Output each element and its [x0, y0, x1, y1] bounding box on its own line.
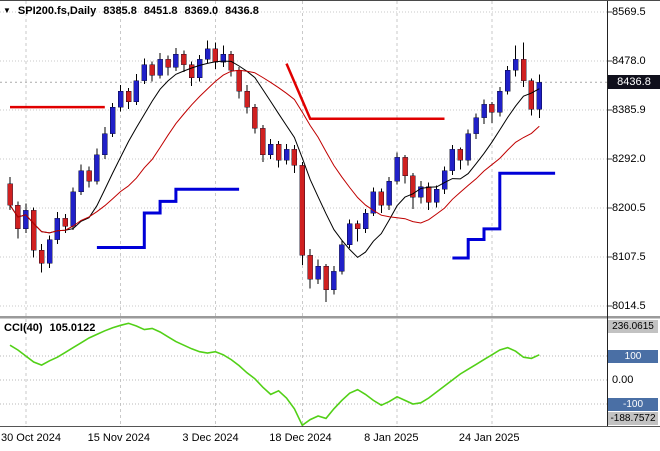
price-tick-label: 8478.0	[612, 55, 646, 67]
price-tick-label: 8014.5	[612, 300, 646, 312]
ohlc-open: 8385.8	[103, 5, 137, 17]
indicator-tick-label: 0.00	[612, 374, 634, 386]
date-tick-label: 18 Dec 2024	[269, 432, 332, 444]
price-axis[interactable]: 8569.5 8478.0 8385.9 8292.0 8200.5 8107.5 8014…	[608, 1, 660, 316]
date-tick-label: 3 Dec 2024	[182, 432, 239, 444]
indicator-name: CCI(40)	[4, 322, 43, 334]
chart-title: ▼ SPI200.fs,Daily 8385.8 8451.8 8369.0 8…	[3, 5, 259, 17]
time-axis[interactable]: 30 Oct 2024 15 Nov 2024 3 Dec 2024 18 Dec 2…	[0, 427, 660, 451]
indicator-level-badge: 100	[608, 349, 658, 363]
ohlc-high: 8451.8	[143, 5, 178, 17]
date-tick-label: 24 Jan 2025	[458, 432, 520, 444]
indicator-value: 105.0122	[49, 322, 96, 334]
date-tick-label: 15 Nov 2024	[87, 432, 150, 444]
support-resistance-layer	[10, 63, 556, 260]
indicator-label: CCI(40) 105.0122	[4, 322, 95, 334]
candles-layer	[7, 40, 542, 303]
cci-indicator-layer	[9, 322, 540, 427]
price-tick-label: 8569.5	[612, 6, 646, 18]
moving-averages-layer	[9, 60, 540, 259]
price-tick-label: 8385.9	[612, 104, 646, 116]
symbol-timeframe-label: SPI200.fs,Daily	[17, 5, 97, 17]
indicator-level-badge: -100	[608, 397, 658, 411]
price-tick-label: 8200.5	[612, 202, 646, 214]
ohlc-low: 8369.0	[184, 5, 219, 17]
price-tick-label: 8107.5	[612, 251, 646, 263]
current-price-badge: 8436.8	[608, 75, 660, 90]
price-tick-label: 8292.0	[612, 153, 646, 165]
indicator-axis[interactable]: 236.0615 100 0.00 -100 -188.7572	[608, 319, 660, 426]
ohlc-close: 8436.8	[225, 5, 259, 17]
frame-layer	[0, 1, 660, 430]
indicator-extreme-badge: 236.0615	[608, 319, 658, 333]
indicator-extreme-badge: -188.7572	[608, 411, 658, 425]
date-tick-label: 8 Jan 2025	[364, 432, 419, 444]
symbol-dropdown-icon[interactable]: ▼	[3, 6, 11, 15]
date-tick-label: 30 Oct 2024	[1, 432, 61, 444]
